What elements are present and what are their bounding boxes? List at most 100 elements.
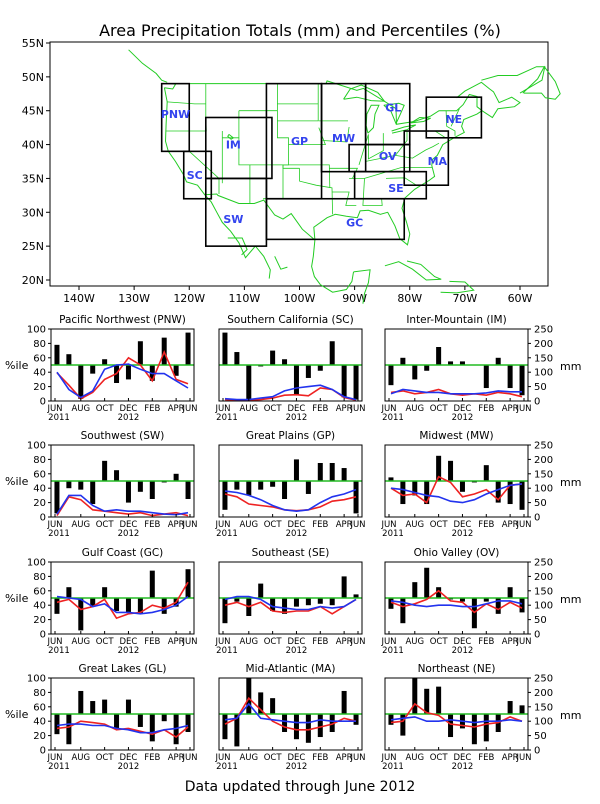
x-tick-label: AUG: [71, 520, 90, 530]
normal-mm-line: [56, 363, 189, 399]
x-tick-label: JUN: [214, 520, 230, 530]
percentile-bar: [424, 567, 430, 598]
percentile-bar: [234, 352, 240, 365]
x-tick-label: JUN: [515, 520, 531, 530]
x-tick-label: JUN: [181, 404, 197, 414]
percentile-bar: [161, 598, 167, 614]
observed-mm-line: [224, 696, 357, 731]
state-border: [364, 167, 433, 179]
x-tick-label: APR: [502, 520, 519, 530]
percentile-bar: [66, 354, 72, 365]
x-tick-label: DEC: [288, 753, 306, 763]
lon-label: 110W: [228, 292, 260, 305]
x-tick-label: AUG: [239, 404, 258, 414]
year-label: 2011: [48, 529, 70, 539]
x-tick-label: FEB: [144, 404, 160, 414]
y-tick-label: 100: [27, 325, 46, 336]
x-tick-label: FEB: [144, 637, 160, 647]
coast-line: [383, 102, 405, 125]
region-label-se: SE: [388, 182, 403, 195]
x-tick-label: JUN: [46, 753, 62, 763]
percentile-bar: [282, 359, 288, 365]
year-label: 2012: [452, 413, 474, 423]
x-tick-label: JUN: [181, 637, 197, 647]
x-tick-label: JUN: [380, 637, 396, 647]
y-axis-label: %ile: [5, 708, 29, 721]
state-border: [349, 178, 383, 206]
percentile-bar: [78, 690, 84, 714]
percentile-bar: [222, 481, 228, 510]
percentile-bar: [507, 701, 513, 714]
normal-mm-line: [390, 716, 523, 724]
percentile-bar: [125, 481, 131, 503]
lat-label: 40N: [22, 139, 44, 152]
lat-label: 25N: [22, 240, 44, 253]
percentile-bar: [459, 598, 465, 602]
x-tick-label: FEB: [144, 520, 160, 530]
percentile-bar: [114, 598, 120, 611]
x-tick-label: AUG: [239, 753, 258, 763]
percentile-bar: [125, 699, 131, 714]
percentile-bar: [424, 688, 430, 714]
mm-tick-label: 100: [534, 368, 553, 379]
year-label: 2012: [452, 646, 474, 656]
percentile-bar: [66, 714, 72, 745]
region-label-gp: GP: [291, 135, 308, 148]
percentile-bar: [400, 598, 406, 624]
year-label: 2011: [382, 529, 404, 539]
x-tick-label: AUG: [71, 753, 90, 763]
percentile-bar: [137, 341, 143, 365]
coast-line: [227, 237, 248, 256]
region-label-im: IM: [226, 139, 241, 152]
percentile-bar: [448, 714, 454, 738]
year-label: 2012: [118, 646, 140, 656]
coast-line: [204, 193, 316, 241]
percentile-bar: [282, 598, 288, 614]
percentile-bar: [246, 678, 252, 714]
x-tick-label: JUN: [515, 404, 531, 414]
state-border: [299, 168, 333, 215]
state-border: [450, 108, 460, 127]
percentile-bar: [448, 460, 454, 481]
percentile-bar: [222, 598, 228, 624]
x-tick-label: AUG: [405, 637, 424, 647]
mm-tick-label: 150: [534, 469, 553, 480]
mm-tick-label: 250: [534, 558, 553, 569]
x-tick-label: FEB: [478, 637, 494, 647]
region-label-sw: SW: [223, 213, 243, 226]
lon-label: 80W: [397, 292, 422, 305]
x-tick-label: JUN: [181, 520, 197, 530]
year-label: 2012: [118, 762, 140, 772]
percentile-bar: [78, 598, 84, 631]
lat-label: 50N: [22, 71, 44, 84]
percentile-bar: [90, 701, 96, 714]
x-tick-label: OCT: [96, 404, 115, 414]
percentile-bar: [507, 481, 513, 505]
percentile-bar: [341, 576, 347, 598]
x-tick-label: FEB: [478, 404, 494, 414]
panel-frame: [384, 677, 529, 751]
figure-title: Area Precipitation Totals (mm) and Perce…: [99, 21, 501, 40]
percentile-bar: [173, 365, 179, 376]
x-tick-label: OCT: [264, 520, 283, 530]
y-tick-label: 20: [33, 615, 46, 626]
year-label: 2012: [286, 413, 308, 423]
x-tick-label: OCT: [430, 637, 449, 647]
mm-tick-label: 50: [534, 382, 547, 393]
region-label-pnw: PNW: [161, 108, 190, 121]
x-tick-label: JUN: [214, 637, 230, 647]
percentile-bar: [125, 365, 131, 380]
x-tick-label: DEC: [454, 753, 472, 763]
normal-mm-line: [224, 384, 357, 401]
normal-mm-line: [390, 483, 523, 504]
percentile-bar: [329, 714, 335, 732]
x-tick-label: AUG: [405, 753, 424, 763]
percentile-bar: [137, 481, 143, 492]
normal-mm-line: [56, 723, 189, 734]
year-label: 2012: [118, 413, 140, 423]
footer-note: Data updated through June 2012: [185, 779, 416, 795]
percentile-bar: [519, 481, 525, 510]
percentile-bar: [54, 598, 60, 614]
percentile-bar: [90, 365, 96, 374]
